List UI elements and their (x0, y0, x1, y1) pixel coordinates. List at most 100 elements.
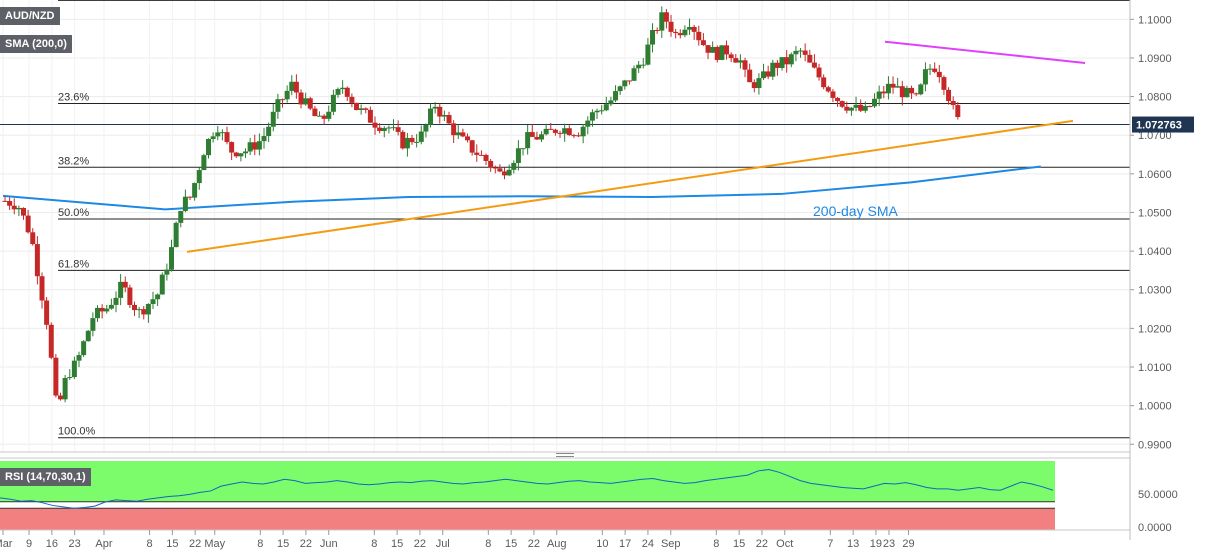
bull-candle (284, 90, 290, 100)
bull-candle (580, 126, 586, 137)
bull-candle (562, 128, 568, 134)
bull-candle (520, 148, 526, 150)
bull-candle (192, 183, 198, 198)
bear-candle (465, 136, 471, 141)
bear-candle (571, 135, 577, 137)
sma-200-path (2, 165, 1041, 211)
bull-candle (219, 132, 225, 134)
bull-candle (113, 297, 119, 305)
x-tick-label: 8 (257, 538, 263, 550)
bull-candle (737, 60, 743, 63)
y-tick-label: 1.0800 (1138, 92, 1172, 104)
y-tick-label: 1.0400 (1138, 246, 1172, 258)
x-tick-label: 22 (756, 538, 768, 550)
bull-candle (441, 115, 447, 117)
bull-candle (118, 281, 124, 298)
bull-candle (872, 98, 878, 107)
bear-candle (913, 93, 919, 95)
bear-candle (932, 68, 938, 72)
x-tick-label: 15 (391, 538, 403, 550)
bull-candle (182, 196, 188, 212)
bear-candle (839, 101, 845, 107)
bear-candle (950, 100, 956, 106)
bull-candle (238, 153, 244, 157)
bear-candle (483, 154, 489, 161)
bull-candle (266, 126, 272, 137)
bear-candle (663, 12, 669, 22)
bear-candle (858, 104, 864, 111)
bear-candle (534, 136, 540, 140)
bull-candle (256, 141, 262, 150)
bear-candle (844, 106, 850, 111)
bull-candle (414, 141, 420, 143)
bear-candle (946, 89, 952, 101)
x-tick-label: Jul (436, 538, 450, 550)
bear-candle (21, 207, 27, 216)
bear-candle (835, 97, 841, 102)
bear-candle (497, 168, 503, 172)
bear-candle (654, 30, 660, 32)
instrument-label[interactable]: AUD/NZD (0, 7, 60, 25)
bull-candle (159, 274, 165, 295)
rsi-indicator-label[interactable]: RSI (14,70,30,1) (0, 468, 91, 486)
bull-candle (904, 87, 910, 98)
bear-candle (830, 91, 836, 98)
bull-candle (178, 211, 184, 223)
x-tick-label: 22 (189, 538, 201, 550)
bear-candle (807, 54, 813, 63)
bull-candle (215, 132, 221, 137)
bull-candle (418, 131, 424, 142)
bull-candle (386, 127, 392, 129)
bull-candle (918, 84, 924, 95)
sma-indicator-label[interactable]: SMA (200,0) (0, 35, 72, 53)
rsi-tick-label: 50.0000 (1138, 489, 1178, 501)
bear-candle (409, 137, 415, 143)
bear-candle (774, 62, 780, 68)
panel-resize-handle[interactable] (556, 453, 574, 457)
bull-candle (613, 91, 619, 101)
bull-candle (599, 110, 605, 112)
y-tick-label: 1.0500 (1138, 207, 1172, 219)
bear-candle (187, 196, 193, 198)
y-tick-label: 1.0600 (1138, 169, 1172, 181)
bear-candle (395, 127, 401, 132)
fib-level-label: 23.6% (58, 92, 89, 104)
bull-candle (81, 341, 87, 356)
bear-candle (446, 115, 452, 124)
x-tick-label: 8 (147, 538, 153, 550)
x-tick-label: 8 (713, 538, 719, 550)
bear-candle (747, 69, 753, 83)
x-tick-label: Jun (320, 538, 338, 550)
main-panel (0, 0, 1130, 452)
bear-candle (437, 106, 443, 117)
bull-candle (585, 120, 591, 127)
bear-candle (765, 71, 771, 77)
bear-candle (811, 62, 817, 68)
bear-candle (881, 91, 887, 94)
bear-candle (936, 71, 942, 78)
bull-candle (853, 104, 859, 108)
bear-candle (821, 77, 827, 88)
bear-candle (576, 135, 582, 137)
bear-candle (941, 77, 947, 90)
x-tick-label: 24 (642, 538, 654, 550)
bull-candle (76, 355, 82, 361)
resistance-trend-line (884, 40, 1086, 64)
bull-candle (201, 155, 207, 171)
bull-candle (210, 136, 216, 139)
bear-candle (478, 154, 484, 156)
bear-candle (127, 287, 133, 305)
bull-candle (381, 128, 387, 131)
x-tick-label: 22 (300, 538, 312, 550)
bull-candle (770, 62, 776, 77)
bear-candle (39, 276, 45, 301)
bull-candle (779, 57, 785, 68)
bear-candle (566, 128, 572, 136)
x-tick-label: 15 (277, 538, 289, 550)
bear-candle (451, 123, 457, 136)
bull-candle (85, 330, 91, 342)
bear-candle (700, 40, 706, 46)
bull-candle (67, 377, 73, 379)
bear-candle (909, 87, 915, 94)
bear-candle (99, 307, 105, 312)
